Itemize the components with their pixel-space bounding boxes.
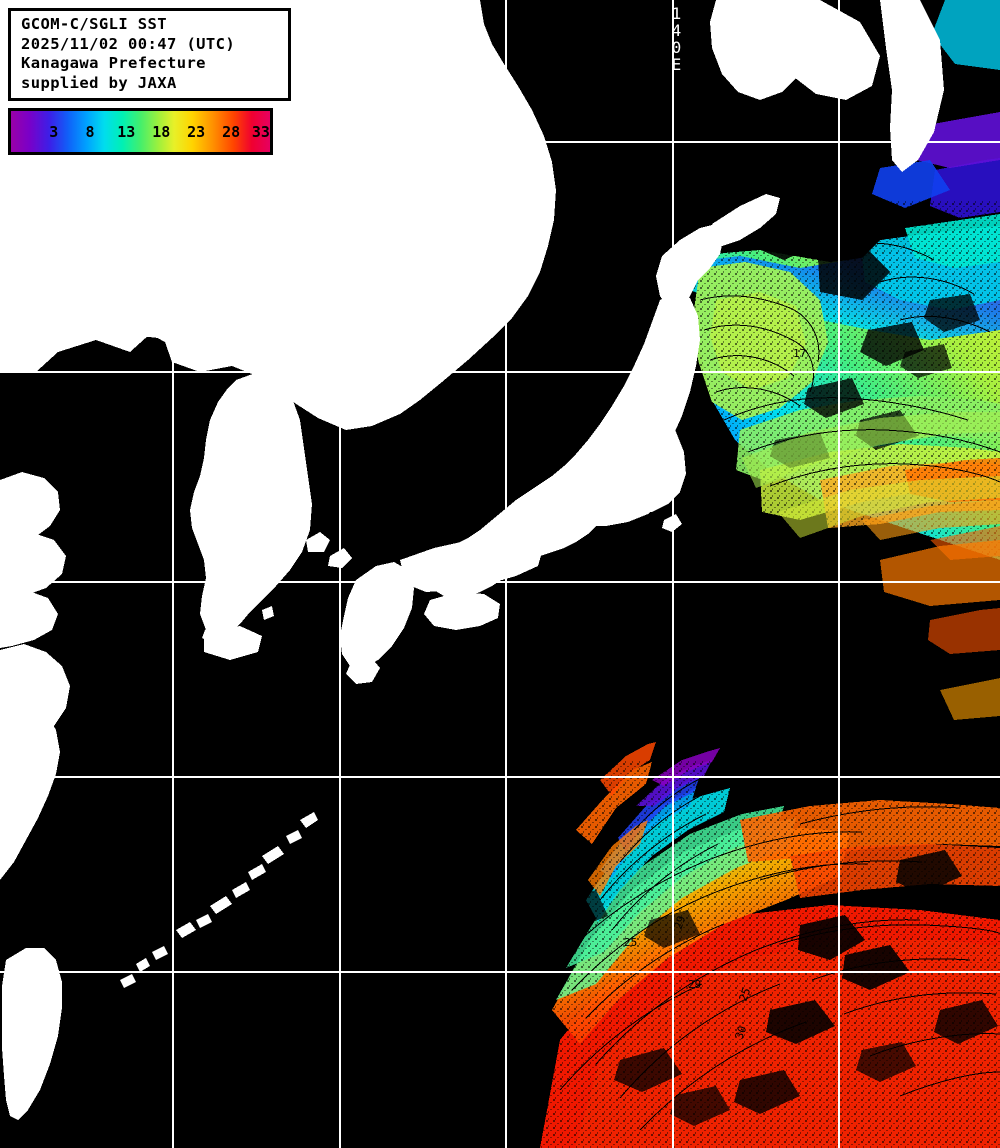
colorbar-gradient <box>11 111 270 152</box>
contour-label-17: 17 <box>793 347 806 360</box>
colorbar-tick-23: 23 <box>187 122 206 141</box>
contour-label-30: 30 <box>733 1024 750 1041</box>
colorbar-tick-33: 33 <box>251 122 270 141</box>
colorbar-tick-labels: 3 8 13 18 23 28 33 <box>11 111 270 152</box>
colorbar-tick-18: 18 <box>152 122 171 141</box>
sst-field-far-east <box>880 540 1000 720</box>
info-box: GCOM-C/SGLI SST 2025/11/02 00:47 (UTC) K… <box>8 8 291 101</box>
latitude-label-40n: 40N <box>0 352 25 371</box>
contour-label-29b: 29 <box>688 978 701 991</box>
legend-panel: GCOM-C/SGLI SST 2025/11/02 00:47 (UTC) K… <box>8 8 291 155</box>
contour-label-25b: 25 <box>737 986 754 1003</box>
colorbar-tick-3: 3 <box>49 122 59 141</box>
colorbar-tick-13: 13 <box>117 122 136 141</box>
contour-label-25: 25 <box>624 936 637 949</box>
land-mask <box>0 0 944 1120</box>
contour-value-labels: 17 25 29 30 25 29 <box>624 347 806 1041</box>
sst-contours <box>559 209 1000 1131</box>
colorbar-tick-28: 28 <box>222 122 241 141</box>
info-line-region: Kanagawa Prefecture <box>21 54 206 72</box>
info-line-credit: supplied by JAXA <box>21 73 177 92</box>
colorbar-tick-8: 8 <box>85 122 95 141</box>
sst-colorbar: 3 8 13 18 23 28 33 <box>8 108 273 155</box>
contour-label-29: 29 <box>672 914 689 931</box>
longitude-label-140e: 140E <box>667 4 686 72</box>
info-line-datetime: 2025/11/02 00:47 (UTC) <box>21 34 236 53</box>
info-line-title: GCOM-C/SGLI SST <box>21 15 167 33</box>
sst-field-southeast <box>540 742 1000 1148</box>
